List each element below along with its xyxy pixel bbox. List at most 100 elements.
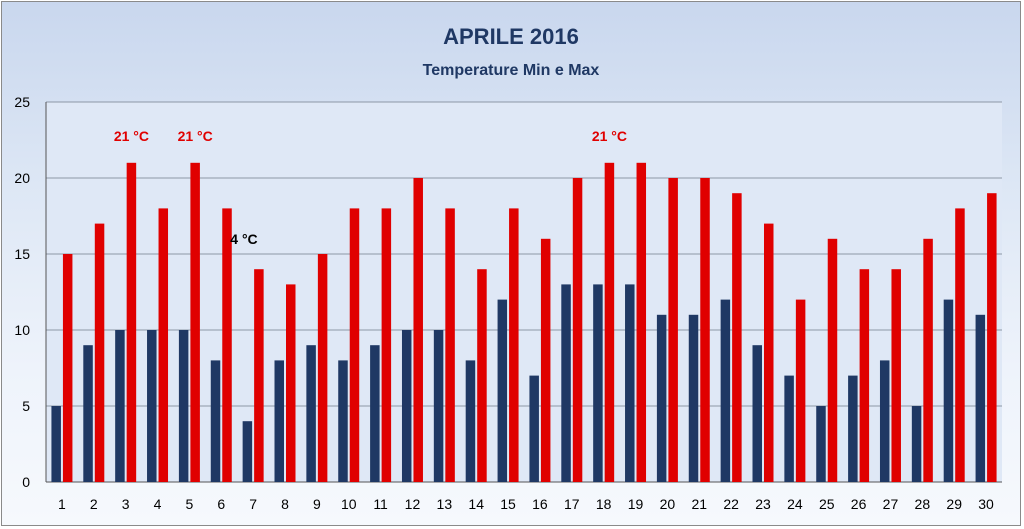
- bar-min: [784, 375, 794, 482]
- bar-min: [115, 330, 125, 482]
- bar-max: [955, 208, 965, 482]
- x-tick-label: 10: [341, 496, 357, 512]
- y-tick-labels: 0 5 10 15 20 25: [14, 94, 30, 490]
- bar-min: [274, 360, 284, 482]
- bar-max: [126, 162, 137, 483]
- bar-min: [147, 330, 157, 482]
- bar-max: [540, 238, 551, 482]
- y-tick-label: 20: [14, 170, 30, 186]
- bar-max: [509, 208, 519, 482]
- y-tick-label: 0: [22, 474, 30, 490]
- x-tick-label: 22: [723, 496, 739, 512]
- annotation-label: 21 °C: [114, 128, 149, 144]
- y-tick-label: 5: [22, 398, 30, 414]
- bar-min: [465, 360, 476, 482]
- x-tick-label: 2: [90, 496, 98, 512]
- bar-max: [222, 208, 232, 482]
- bar-min: [242, 421, 253, 482]
- bar-max: [891, 269, 901, 482]
- bar-max: [987, 193, 997, 482]
- bar-min: [720, 299, 731, 482]
- bar-max: [700, 178, 710, 482]
- bar-max: [413, 178, 423, 482]
- chart-title: APRILE 2016: [443, 24, 579, 49]
- annotation-label: 4 °C: [230, 231, 257, 247]
- annotation-label: 21 °C: [592, 128, 627, 144]
- bar-max: [668, 178, 678, 482]
- bar-min: [529, 375, 539, 482]
- y-tick-label: 15: [14, 246, 30, 262]
- x-tick-label: 8: [281, 496, 289, 512]
- bar-max: [381, 208, 392, 482]
- x-tick-label: 1: [58, 496, 66, 512]
- bar-max: [254, 269, 264, 482]
- x-tick-label: 18: [596, 496, 612, 512]
- x-tick-label: 11: [373, 496, 388, 512]
- bar-min: [83, 345, 93, 482]
- x-tick-label: 4: [154, 496, 162, 512]
- bar-max: [923, 238, 933, 482]
- bar-min: [178, 330, 189, 482]
- bar-max: [636, 162, 647, 483]
- x-tick-labels: 1 2 3 4 5 6 7 8 9 10 11 12 13 14 15 16 17 18 19 20 21 22 23 24 2…: [58, 496, 994, 512]
- bar-max: [158, 208, 169, 482]
- bar-min: [306, 345, 316, 482]
- y-tick-label: 25: [14, 94, 30, 110]
- bar-min: [975, 314, 986, 482]
- bar-min: [848, 375, 858, 482]
- annotations: 21 °C 21 °C 4 °C 21 °C: [114, 128, 627, 247]
- x-tick-label: 9: [313, 496, 321, 512]
- x-tick-label: 20: [660, 496, 676, 512]
- x-tick-label: 19: [628, 496, 644, 512]
- x-tick-label: 7: [249, 496, 257, 512]
- bar-min: [210, 360, 221, 482]
- bar-min: [370, 345, 380, 482]
- bar-max: [827, 238, 838, 482]
- bar-min: [338, 360, 348, 482]
- bar-max: [604, 162, 615, 483]
- plot-area: [46, 102, 1002, 482]
- x-tick-label: 25: [819, 496, 835, 512]
- annotation-label: 21 °C: [178, 128, 213, 144]
- x-tick-label: 23: [755, 496, 771, 512]
- bar-max: [349, 208, 360, 482]
- x-tick-label: 26: [851, 496, 867, 512]
- x-tick-label: 28: [915, 496, 931, 512]
- x-tick-label: 17: [564, 496, 580, 512]
- x-tick-label: 30: [978, 496, 994, 512]
- bar-min: [688, 314, 699, 482]
- bar-min: [625, 284, 635, 482]
- bar-min: [911, 406, 922, 482]
- bars: [51, 162, 997, 483]
- bar-min: [879, 360, 890, 482]
- bar-min: [752, 345, 762, 482]
- x-tick-label: 21: [691, 496, 707, 512]
- x-tick-label: 3: [122, 496, 130, 512]
- x-tick-label: 14: [468, 496, 484, 512]
- x-tick-label: 29: [946, 496, 962, 512]
- bar-max: [795, 299, 806, 482]
- bar-max: [62, 254, 73, 482]
- x-tick-label: 13: [437, 496, 453, 512]
- x-tick-label: 24: [787, 496, 803, 512]
- bar-min: [816, 406, 826, 482]
- x-tick-label: 5: [186, 496, 194, 512]
- x-tick-label: 12: [405, 496, 421, 512]
- x-tick-label: 27: [883, 496, 899, 512]
- chart-subtitle: Temperature Min e Max: [423, 62, 600, 79]
- bar-max: [764, 223, 774, 482]
- gridlines: [45, 101, 1002, 483]
- bar-min: [497, 299, 508, 482]
- bar-max: [190, 162, 200, 483]
- bar-min: [943, 299, 954, 482]
- bar-min: [401, 330, 412, 482]
- bar-min: [433, 330, 444, 482]
- bar-max: [477, 269, 487, 482]
- bar-max: [94, 223, 105, 482]
- bar-min: [593, 284, 603, 482]
- bar-min: [561, 284, 571, 482]
- bar-max: [445, 208, 455, 482]
- x-tick-label: 16: [532, 496, 548, 512]
- bar-max: [732, 193, 742, 482]
